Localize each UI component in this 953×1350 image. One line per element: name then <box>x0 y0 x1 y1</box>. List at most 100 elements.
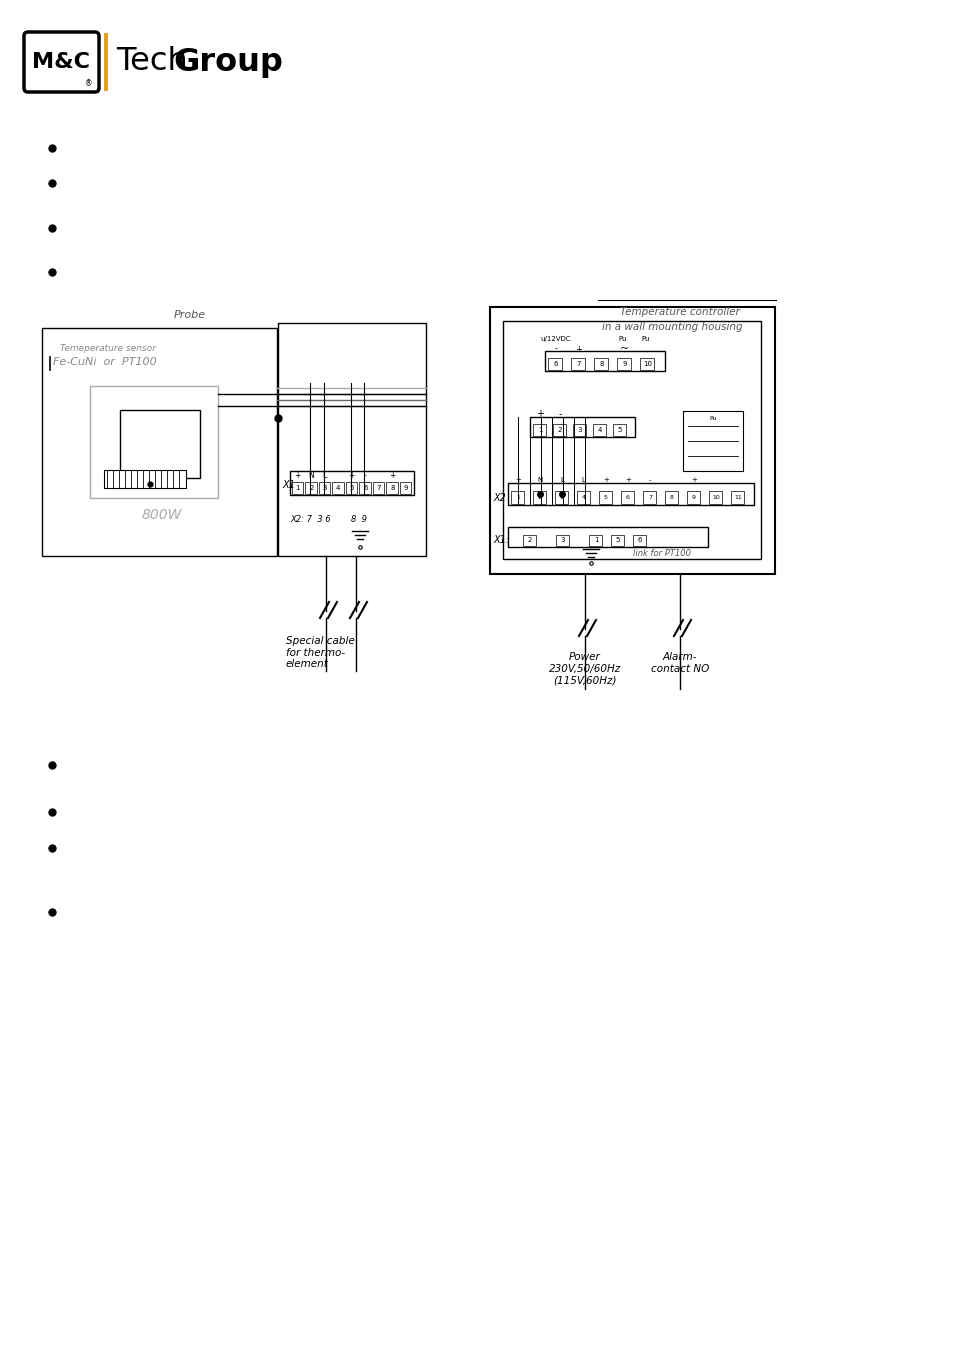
Text: +: + <box>602 477 608 483</box>
Text: Power
230V,50/60Hz
(115V,60Hz): Power 230V,50/60Hz (115V,60Hz) <box>548 652 620 686</box>
Bar <box>573 424 585 436</box>
Text: 3: 3 <box>578 427 581 433</box>
Bar <box>502 321 760 559</box>
Bar <box>730 491 743 504</box>
Text: Fe-CuNi  or  PT100: Fe-CuNi or PT100 <box>53 356 156 367</box>
Text: X1: X1 <box>282 481 294 490</box>
Text: 4: 4 <box>335 485 340 490</box>
Bar <box>610 535 623 545</box>
Text: 2: 2 <box>309 485 314 490</box>
Bar <box>598 491 612 504</box>
Bar <box>507 483 753 505</box>
Text: 10: 10 <box>711 495 720 500</box>
Text: Pu: Pu <box>641 336 650 342</box>
Text: Temeperature sensor: Temeperature sensor <box>60 344 156 352</box>
Text: 5: 5 <box>603 495 607 500</box>
Text: Pu: Pu <box>618 336 626 342</box>
Text: 1: 1 <box>593 537 598 544</box>
Text: -: - <box>648 477 651 483</box>
Text: in a wall mounting housing: in a wall mounting housing <box>601 323 741 332</box>
Bar <box>553 424 565 436</box>
Bar <box>682 410 742 471</box>
Text: 9: 9 <box>691 495 696 500</box>
Text: 8: 8 <box>669 495 673 500</box>
Text: L: L <box>322 471 327 481</box>
Text: 800W: 800W <box>142 508 182 522</box>
Bar <box>686 491 700 504</box>
Text: 4: 4 <box>598 427 601 433</box>
Text: 8: 8 <box>599 360 603 367</box>
Text: +: + <box>690 477 697 483</box>
Bar <box>42 328 276 556</box>
Bar <box>490 306 774 574</box>
Text: 7: 7 <box>647 495 651 500</box>
Text: -: - <box>363 471 366 481</box>
Text: Special cable
for thermo-
element: Special cable for thermo- element <box>286 636 355 670</box>
Text: 5: 5 <box>618 427 621 433</box>
Bar <box>642 491 656 504</box>
Bar <box>386 482 397 494</box>
Text: Group: Group <box>172 46 283 77</box>
Text: 9: 9 <box>403 485 408 490</box>
Bar <box>104 470 186 487</box>
Bar <box>318 482 330 494</box>
Bar <box>594 358 607 370</box>
Text: +: + <box>389 471 395 481</box>
Text: X2: X2 <box>493 493 505 504</box>
Text: +: + <box>294 471 300 481</box>
Bar <box>593 424 605 436</box>
Bar <box>639 358 654 370</box>
Text: 5: 5 <box>349 485 354 490</box>
Bar <box>104 32 109 90</box>
Bar <box>577 491 589 504</box>
Text: 6: 6 <box>638 537 641 544</box>
Text: X2: 7  3 6: X2: 7 3 6 <box>290 514 331 524</box>
Bar <box>620 491 634 504</box>
Text: 7: 7 <box>577 360 580 367</box>
Bar <box>556 535 568 545</box>
Text: 8  9: 8 9 <box>351 514 367 524</box>
Text: Pu: Pu <box>708 416 716 421</box>
Text: L: L <box>559 477 563 483</box>
Bar <box>507 526 707 547</box>
Text: M&C: M&C <box>32 53 90 72</box>
Bar <box>305 482 316 494</box>
Bar <box>511 491 523 504</box>
Bar <box>708 491 721 504</box>
Bar <box>533 491 545 504</box>
Text: 6: 6 <box>625 495 629 500</box>
Text: 6: 6 <box>363 485 367 490</box>
Text: 2: 2 <box>537 495 541 500</box>
Text: -: - <box>554 344 557 354</box>
Text: 2: 2 <box>527 537 532 544</box>
FancyBboxPatch shape <box>24 32 99 92</box>
Bar <box>664 491 678 504</box>
Text: 1: 1 <box>537 427 541 433</box>
Bar <box>277 323 426 556</box>
Bar <box>617 358 630 370</box>
Text: Tech: Tech <box>116 46 188 77</box>
Bar <box>292 482 303 494</box>
Bar <box>399 482 411 494</box>
Text: Probe: Probe <box>173 310 206 320</box>
Text: N: N <box>537 477 542 483</box>
Bar <box>547 358 561 370</box>
Text: 1: 1 <box>516 495 519 500</box>
Text: 2: 2 <box>558 427 561 433</box>
Text: 6: 6 <box>553 360 558 367</box>
Text: 3: 3 <box>560 537 565 544</box>
Text: 11: 11 <box>734 495 741 500</box>
Text: Temperature controller: Temperature controller <box>619 306 739 317</box>
Bar <box>613 424 625 436</box>
Text: 7: 7 <box>376 485 380 490</box>
Bar <box>359 482 371 494</box>
Bar <box>588 535 601 545</box>
Bar <box>555 491 567 504</box>
Text: N: N <box>308 471 314 481</box>
Text: L': L' <box>580 477 586 483</box>
Bar <box>633 535 645 545</box>
Text: X1:: X1: <box>493 535 509 545</box>
Text: +: + <box>536 409 543 418</box>
Text: 9: 9 <box>622 360 626 367</box>
Bar <box>522 535 536 545</box>
